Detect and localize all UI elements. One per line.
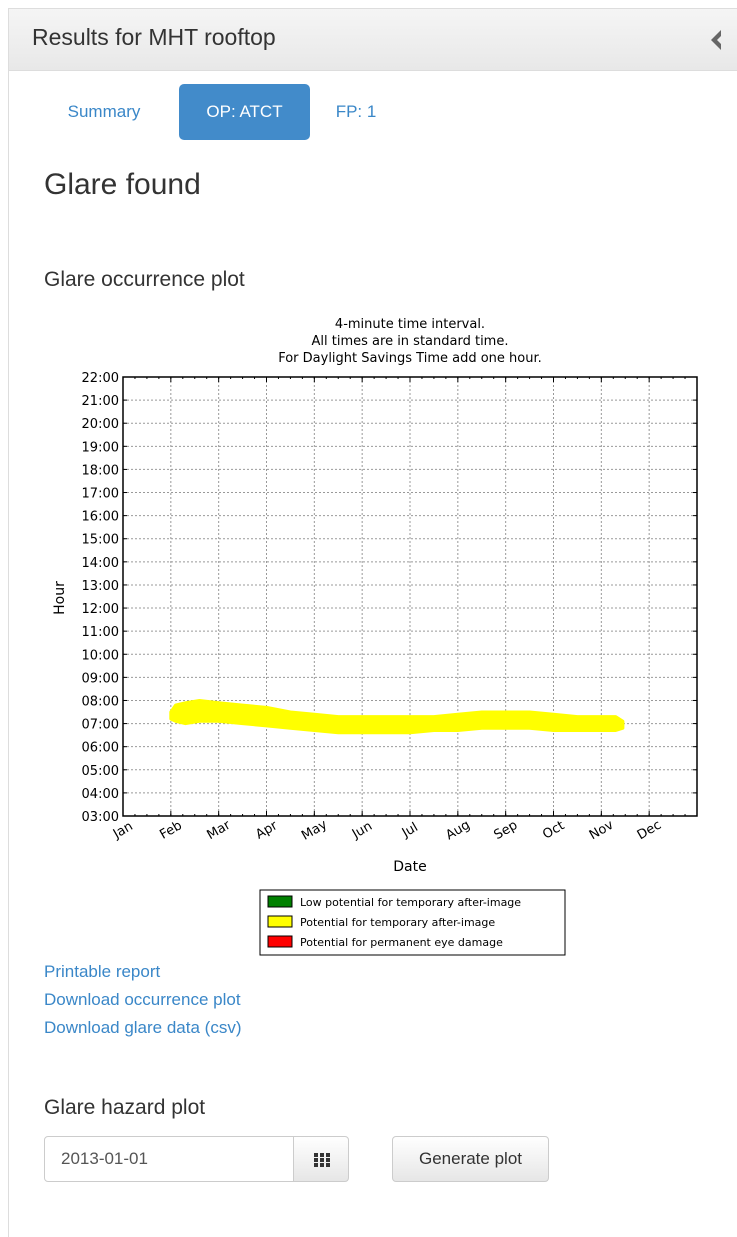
collapse-panel-button[interactable] [706,27,726,53]
x-tick-label: Sep [492,818,521,843]
x-tick-label: Mar [205,817,234,843]
generate-plot-button[interactable]: Generate plot [392,1136,549,1182]
calendar-grid-icon [314,1153,330,1167]
glare-result-heading: Glare found [44,168,201,201]
download-occurrence-plot-link[interactable]: Download occurrence plot [44,990,241,1009]
y-tick-label: 19:00 [82,440,119,455]
y-tick-label: 18:00 [82,463,119,478]
x-tick-label: Jul [399,820,421,841]
legend-swatch [267,895,293,908]
plot-frame [122,376,698,817]
x-tick-label: Aug [443,818,472,844]
y-tick-label: 06:00 [82,741,119,756]
y-tick-label: 12:00 [82,602,119,617]
glare-occurrence-chart: 4-minute time interval. All times are in … [52,317,698,956]
calendar-button[interactable] [293,1136,349,1182]
panel-header: Results for MHT rooftop [9,9,737,71]
hazard-plot-heading: Glare hazard plot [44,1096,206,1119]
y-tick-label: 07:00 [82,718,119,733]
report-links: Printable report Download occurrence plo… [44,958,241,1042]
legend-entry: Potential for permanent eye damage [300,936,503,949]
chart-title-line: 4-minute time interval. [335,317,485,332]
y-tick-label: 20:00 [82,417,119,432]
y-tick-label: 17:00 [82,487,119,502]
occurrence-plot-heading: Glare occurrence plot [44,268,245,291]
x-tick-label: May [299,817,330,844]
y-tick-label: 03:00 [82,810,119,825]
results-panel: Results for MHT rooftop [8,8,737,1237]
x-tick-label: Jun [349,819,375,843]
legend-box [259,889,566,956]
chart-title-line: For Daylight Savings Time add one hour. [278,351,542,366]
legend-entry: Potential for temporary after-image [300,916,495,929]
y-tick-label: 05:00 [82,764,119,779]
y-tick-label: 16:00 [82,510,119,525]
y-tick-label: 10:00 [82,648,119,663]
x-tick-label: Nov [587,817,617,843]
x-tick-label: Feb [157,818,184,843]
hazard-date-input[interactable] [44,1136,294,1182]
chart-title-line: All times are in standard time. [312,334,509,349]
chevron-left-icon [711,30,721,50]
y-tick-label: 14:00 [82,556,119,571]
tab-fp-1[interactable]: FP: 1 [335,102,377,121]
glare-area-series [169,699,625,735]
y-tick-label: 04:00 [82,787,119,802]
y-tick-label: 13:00 [82,579,119,594]
x-tick-label: Apr [253,818,281,843]
y-tick-label: 15:00 [82,533,119,548]
legend-entry: Low potential for temporary after-image [300,896,521,909]
y-tick-label: 21:00 [82,394,119,409]
tab-op-atct[interactable]: OP: ATCT [179,84,310,140]
y-tick-label: 08:00 [82,694,119,709]
download-glare-data-link[interactable]: Download glare data (csv) [44,1018,242,1037]
x-tick-label: Dec [635,818,664,844]
printable-report-link[interactable]: Printable report [44,962,161,981]
legend-swatch [267,935,293,948]
x-tick-label: Oct [540,818,567,842]
panel-title: Results for MHT rooftop [32,24,276,50]
tab-summary[interactable]: Summary [67,102,141,121]
y-tick-label: 09:00 [82,671,119,686]
y-tick-label: 11:00 [82,625,119,640]
y-tick-label: 22:00 [82,371,119,386]
legend-swatch [267,915,293,928]
y-axis-label: Hour [52,581,68,615]
x-axis-label: Date [393,859,426,875]
